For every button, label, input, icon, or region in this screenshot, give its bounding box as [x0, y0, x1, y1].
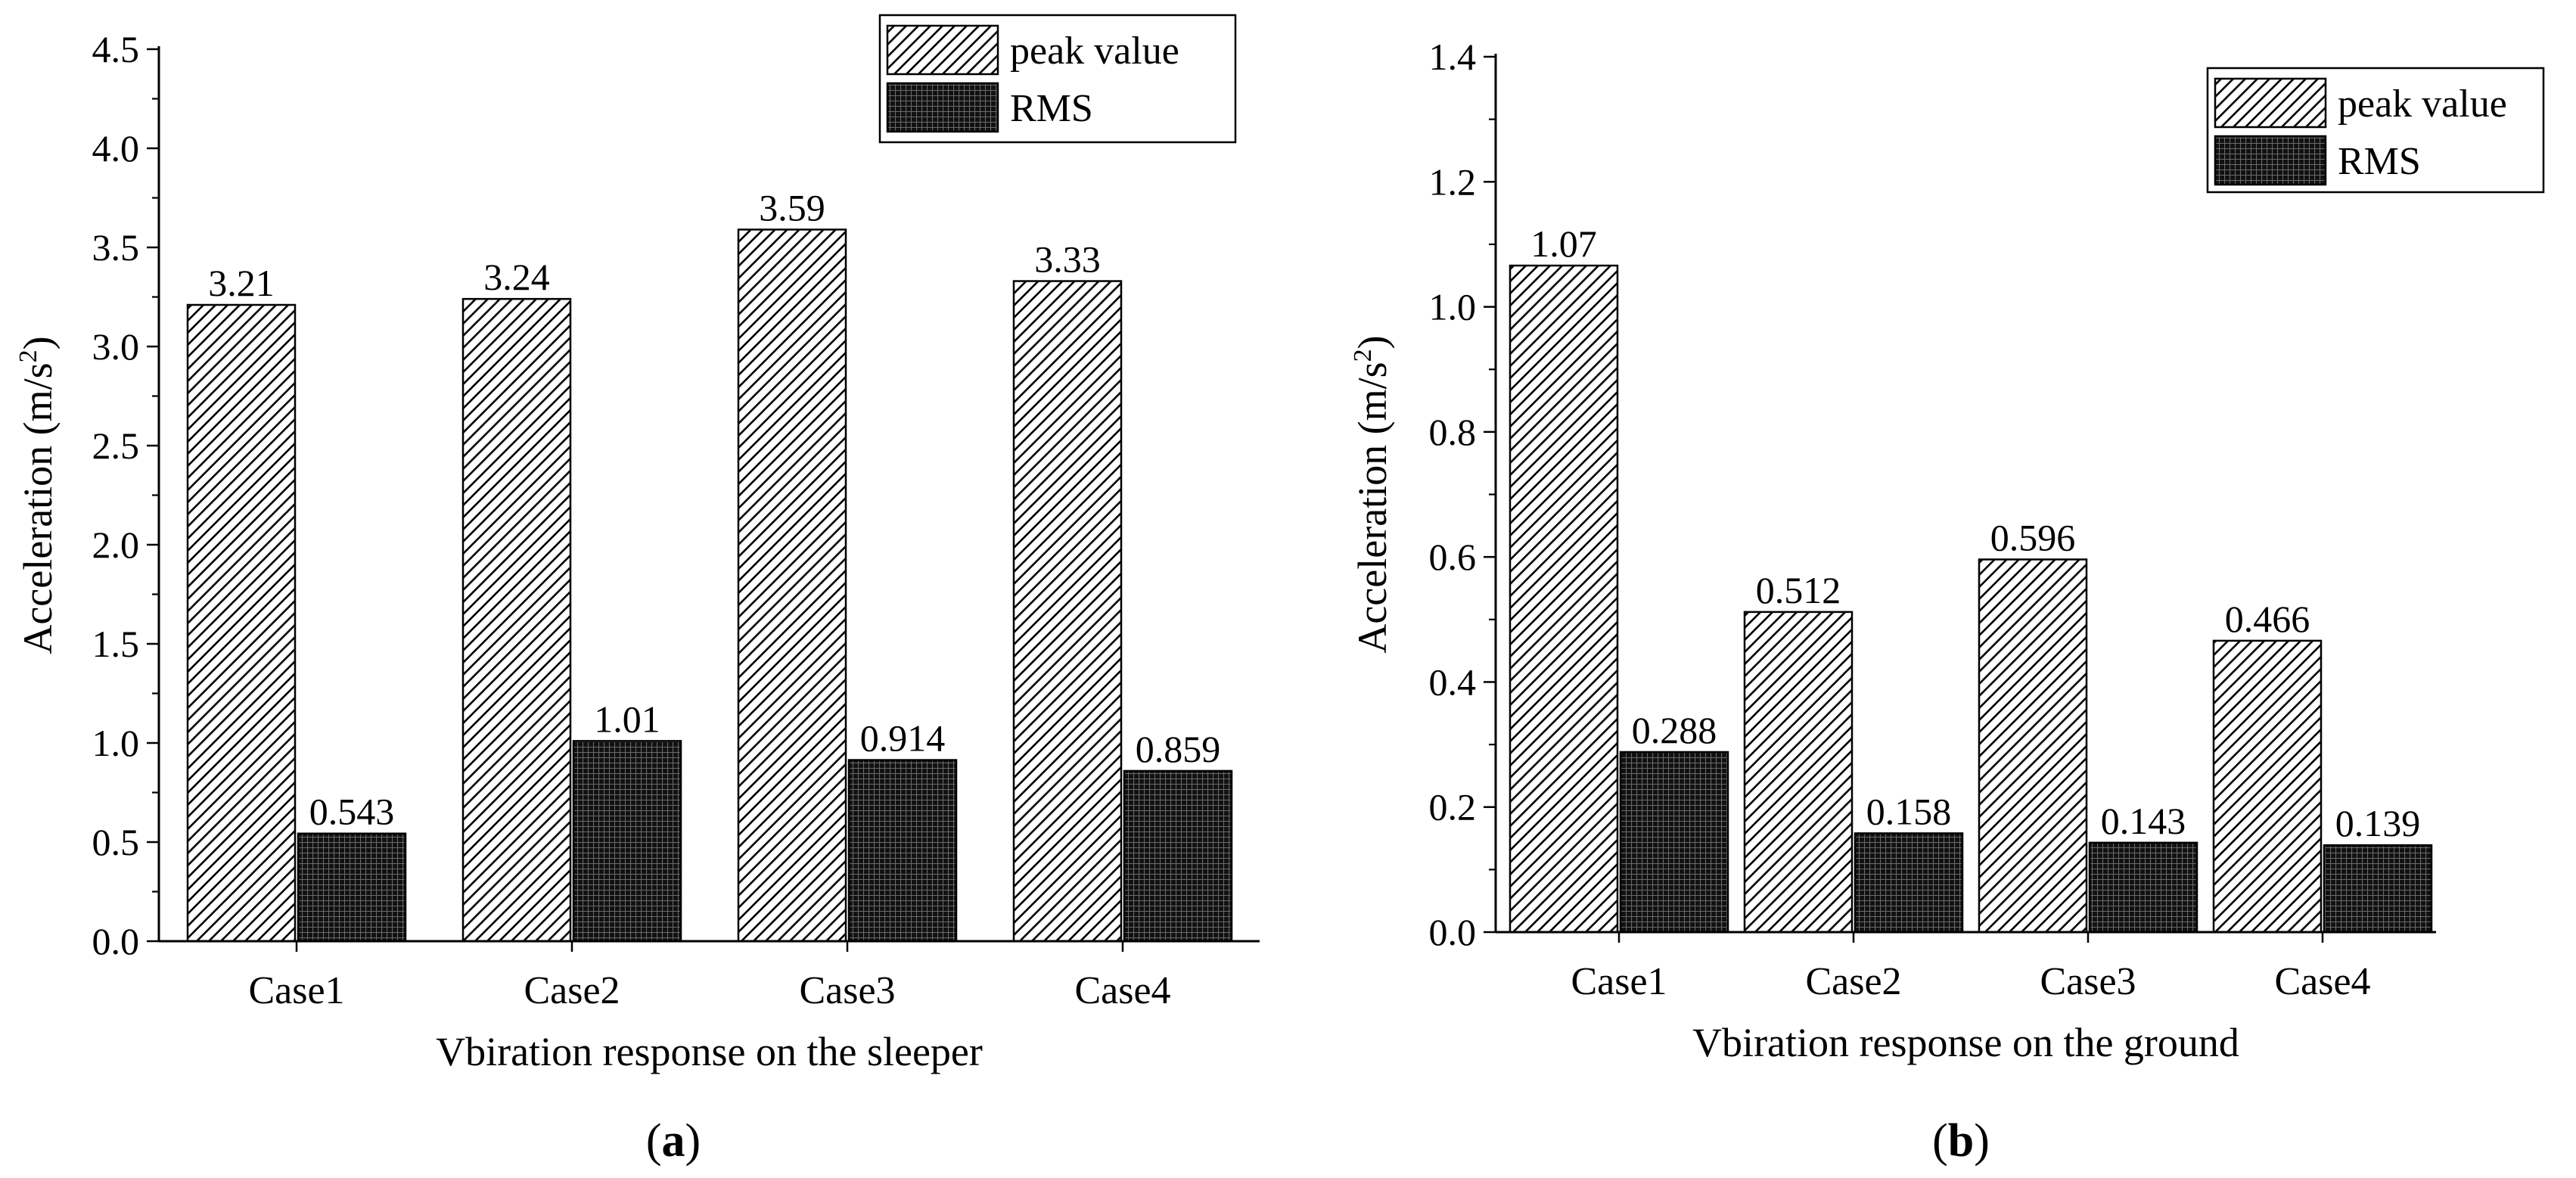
- y-tick-label-7: 3.5: [92, 226, 140, 269]
- y-tick-label-9: 4.5: [92, 28, 140, 70]
- y-axis-title-end: ): [15, 336, 61, 350]
- bar-rms-case3: [2088, 841, 2198, 934]
- bar-rms-case2: [1854, 832, 1964, 934]
- y-tick-label-6: 1.2: [1429, 160, 1477, 203]
- bar-rms-case1: [297, 832, 407, 943]
- legend-swatch-rms: [886, 82, 999, 133]
- y-tick-label-5: 1.0: [1429, 286, 1477, 328]
- data-label-peak-case3: 0.596: [1990, 516, 2076, 558]
- x-tick-label-case4: Case4: [2274, 960, 2370, 1003]
- y-tick-label-4: 0.8: [1429, 411, 1477, 453]
- data-label-peak-case2: 3.24: [483, 256, 550, 298]
- bar-peak-case2: [461, 297, 572, 943]
- panel-label-close: ): [1974, 1115, 1990, 1167]
- data-label-rms-case3: 0.914: [860, 717, 946, 760]
- y-tick-label-2: 0.4: [1429, 660, 1477, 703]
- legend-swatch-peak: [2214, 77, 2327, 129]
- x-axis-title: Vbiration response on the sleeper: [436, 1029, 983, 1074]
- panel-label-close: ): [685, 1115, 701, 1167]
- bar-peak-case4: [2212, 639, 2323, 934]
- bar-peak-case3: [737, 228, 847, 943]
- legend-label-peak: peak value: [1010, 30, 1179, 73]
- chart-panel-b: 1.07 0.288 Case1 0.512 0.158 Case2 0.596 0.143 C…: [1349, 36, 2545, 1167]
- bar-peak-case3: [1978, 558, 2088, 934]
- y-tick-label-3: 1.5: [92, 623, 140, 665]
- legend-label-rms: RMS: [1010, 87, 1093, 130]
- panel-label-open: (: [1932, 1115, 1948, 1167]
- legend-swatch-rms: [2214, 135, 2327, 186]
- x-tick-label-case1: Case1: [248, 969, 344, 1012]
- panel-label: (b): [1932, 1115, 1990, 1167]
- data-label-rms-case2: 0.158: [1866, 790, 1952, 832]
- y-axis-title-main: Acceleration (m/s: [1350, 362, 1395, 653]
- data-label-rms-case4: 0.859: [1136, 728, 1221, 770]
- data-label-peak-case2: 0.512: [1756, 569, 1841, 611]
- bar-rms-case3: [847, 759, 958, 943]
- y-tick-label-7: 1.4: [1429, 36, 1477, 78]
- bar-rms-case4: [2323, 844, 2433, 934]
- y-axis-title: Acceleration (m/s2): [1349, 335, 1395, 653]
- y-axis-title-superscript: 2: [1349, 349, 1377, 362]
- x-tick-label-case3: Case3: [799, 969, 895, 1012]
- data-label-peak-case3: 3.59: [759, 186, 825, 228]
- y-tick-label-0: 0.0: [1429, 911, 1477, 953]
- y-axis-title: Acceleration (m/s2): [14, 336, 61, 654]
- bar-rms-case4: [1123, 769, 1233, 943]
- panel-label-letter: a: [662, 1115, 685, 1167]
- x-axis-title: Vbiration response on the ground: [1692, 1020, 2239, 1065]
- bar-rms-case2: [572, 740, 682, 943]
- legend-label-peak: peak value: [2338, 82, 2507, 126]
- x-tick-label-case4: Case4: [1074, 969, 1170, 1012]
- y-tick-label-6: 3.0: [92, 325, 140, 368]
- data-label-rms-case1: 0.543: [309, 791, 395, 833]
- y-tick-label-1: 0.2: [1429, 786, 1477, 828]
- legend-label-rms: RMS: [2338, 140, 2421, 183]
- data-label-rms-case1: 0.288: [1632, 709, 1717, 751]
- y-axis-title-main: Acceleration (m/s: [15, 362, 61, 654]
- y-tick-label-0: 0.0: [92, 920, 140, 962]
- y-axis-title-end: ): [1350, 335, 1395, 349]
- bar-peak-case2: [1743, 611, 1854, 934]
- panel-label-open: (: [646, 1115, 662, 1167]
- bar-peak-case1: [186, 303, 297, 943]
- data-label-rms-case3: 0.143: [2101, 800, 2186, 842]
- chart-panel-a: 3.21 0.543 Case1 3.24 1.01 Case2 3.59 0.914 Case…: [14, 14, 1260, 1167]
- data-label-peak-case1: 1.07: [1530, 222, 1597, 265]
- panel-label-letter: b: [1948, 1115, 1974, 1167]
- data-label-rms-case4: 0.139: [2335, 802, 2421, 844]
- data-label-rms-case2: 1.01: [594, 698, 660, 740]
- y-tick-label-4: 2.0: [92, 524, 140, 566]
- y-tick-label-3: 0.6: [1429, 536, 1477, 578]
- panel-label: (a): [646, 1115, 701, 1167]
- x-tick-label-case1: Case1: [1571, 960, 1667, 1003]
- y-tick-label-2: 1.0: [92, 722, 140, 764]
- y-tick-label-1: 0.5: [92, 821, 140, 863]
- data-label-peak-case1: 3.21: [208, 262, 275, 304]
- x-tick-label-case2: Case2: [524, 969, 620, 1012]
- legend-swatch-peak: [886, 24, 999, 76]
- data-label-peak-case4: 3.33: [1034, 238, 1101, 281]
- bar-peak-case4: [1012, 280, 1123, 943]
- y-tick-label-5: 2.5: [92, 424, 140, 467]
- y-tick-label-8: 4.0: [92, 127, 140, 169]
- data-label-peak-case4: 0.466: [2225, 598, 2310, 640]
- bar-rms-case1: [1619, 751, 1729, 934]
- x-tick-label-case2: Case2: [1805, 960, 1901, 1003]
- bar-peak-case1: [1509, 264, 1619, 934]
- x-tick-label-case3: Case3: [2040, 960, 2136, 1003]
- y-axis-title-superscript: 2: [14, 350, 42, 362]
